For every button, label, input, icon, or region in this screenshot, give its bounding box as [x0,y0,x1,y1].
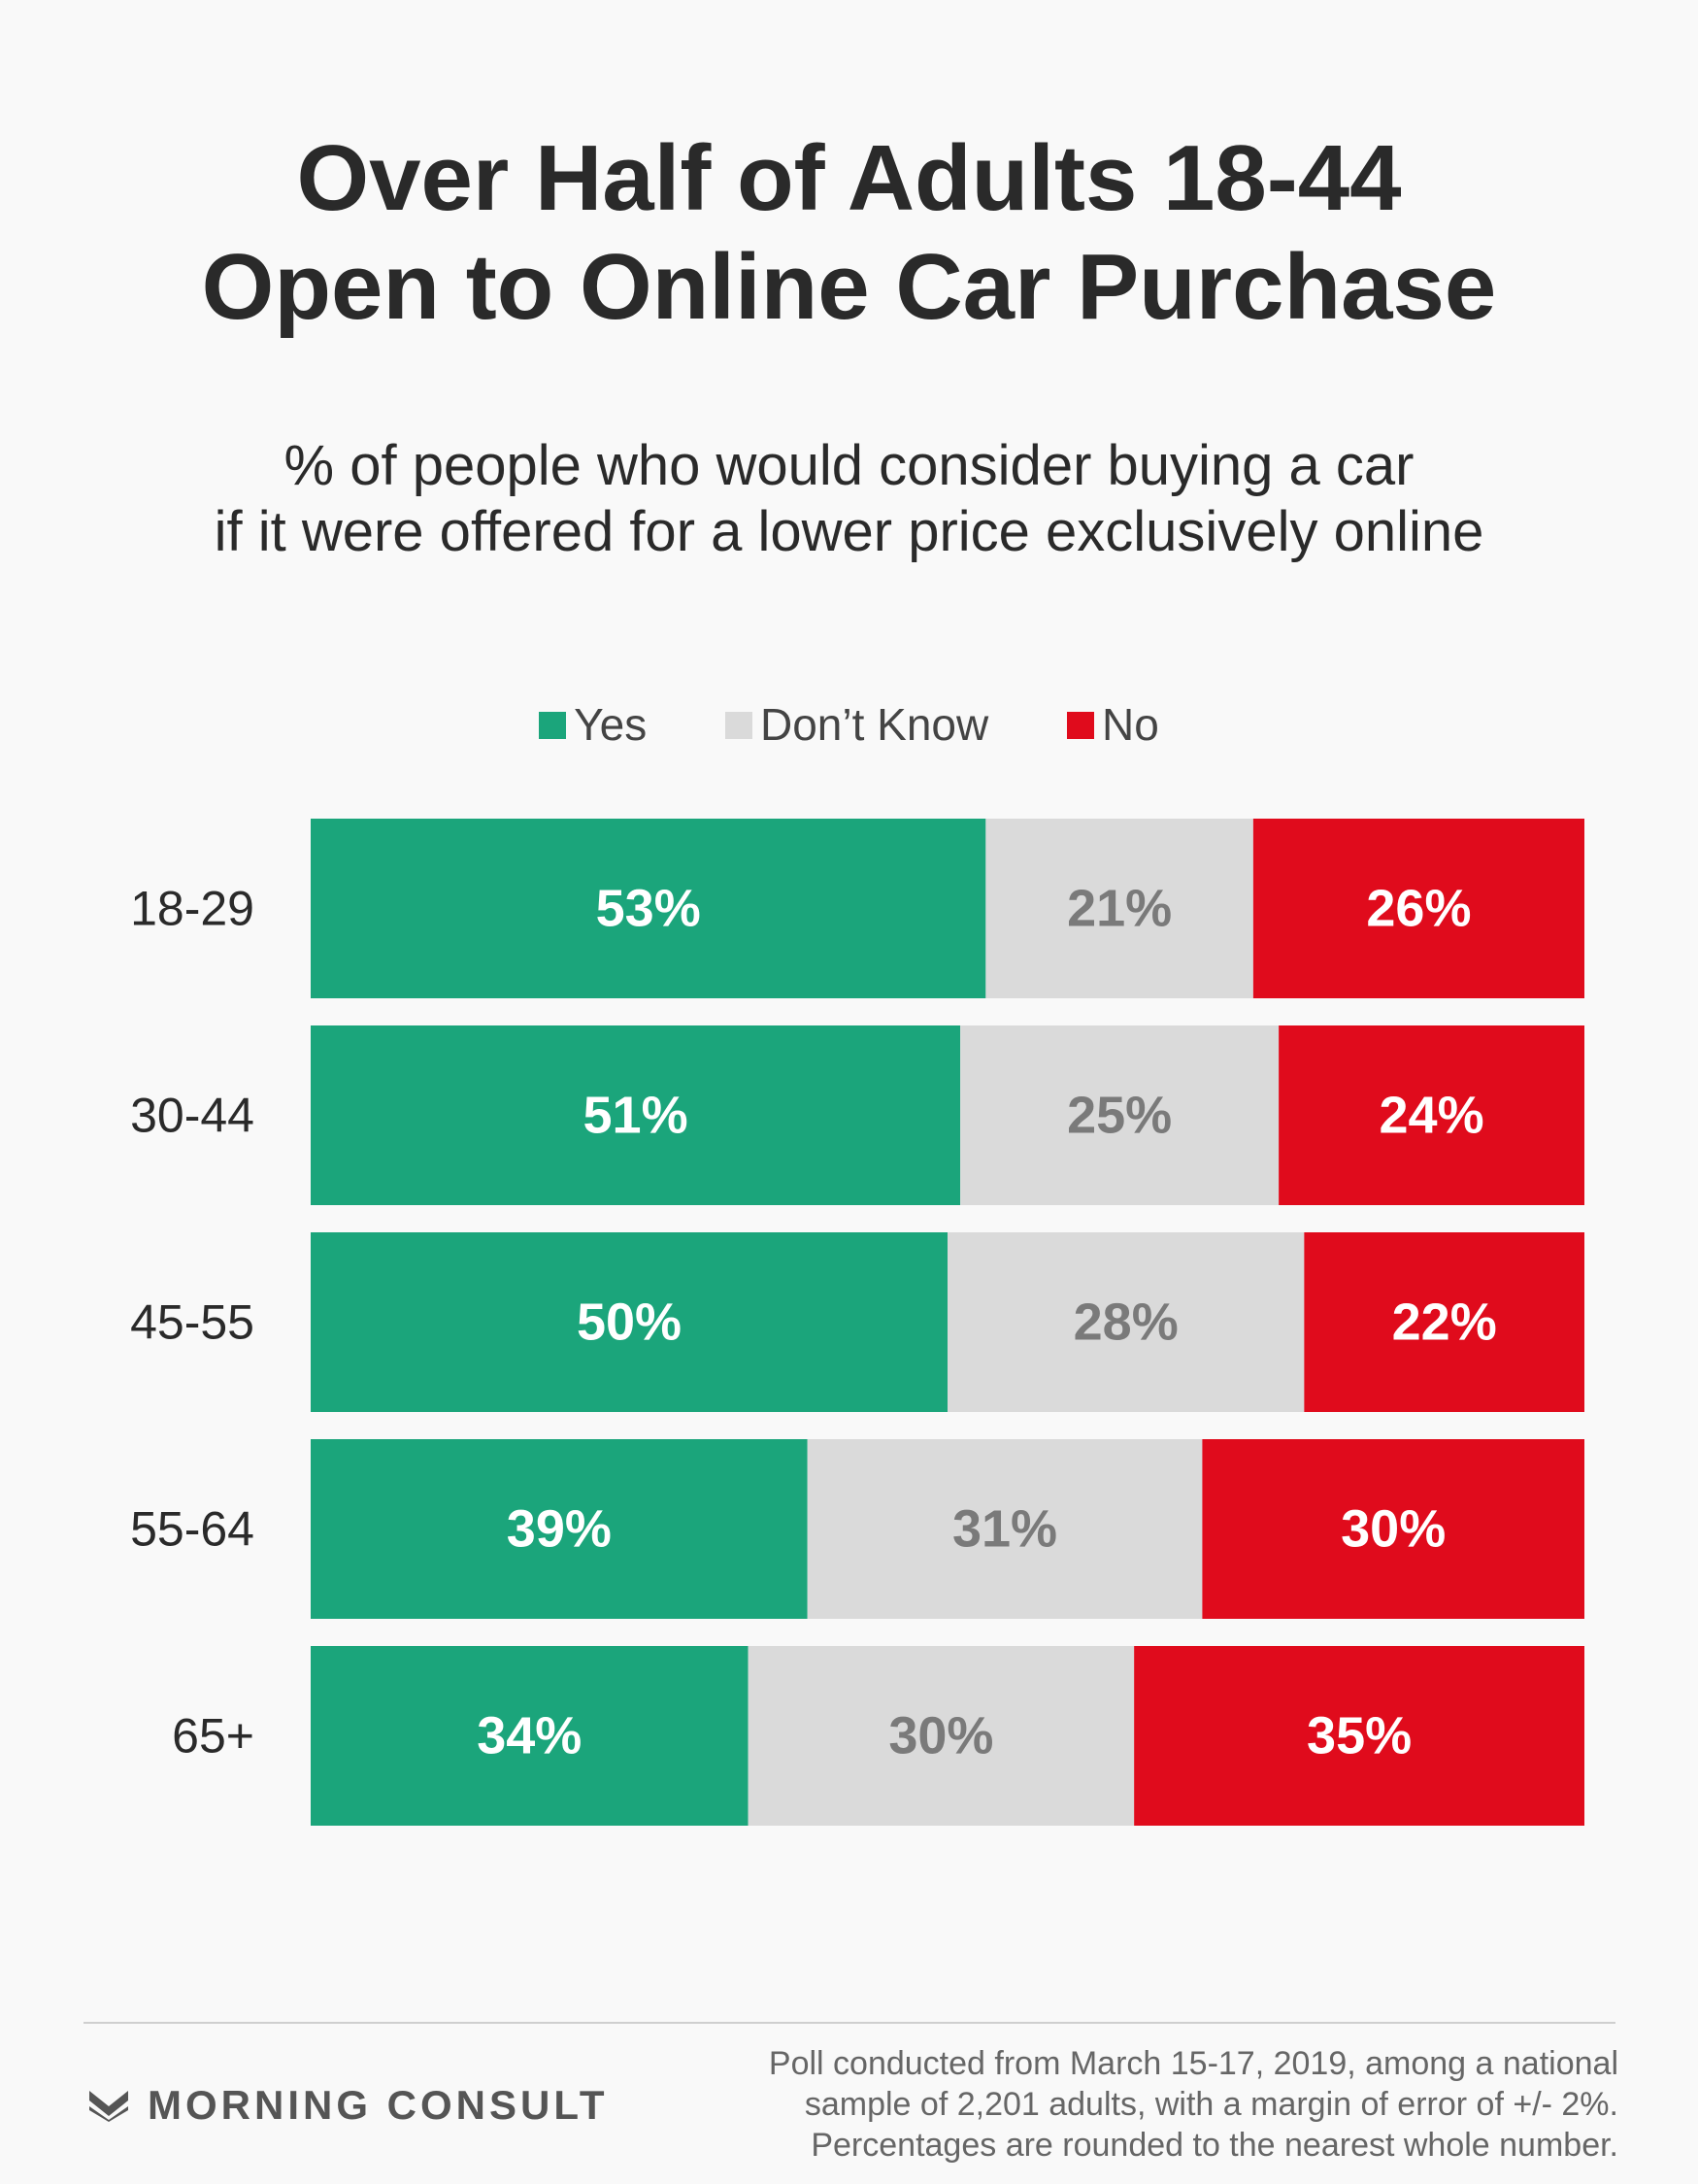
bar-segment-yes-18-29 [311,819,986,998]
legend-swatch-no [1067,711,1095,739]
data-label-no-45-55: 22% [1392,1294,1497,1352]
bar-segment-no-45-55 [1304,1232,1584,1412]
legend-item-yes: Yes [539,697,647,752]
bar-segment-yes-45-55 [311,1232,948,1412]
bar-segment-don-t-know-30-44 [960,1025,1280,1205]
legend-item-dont-know: Don’t Know [725,697,988,752]
legend-item-no: No [1067,697,1159,752]
chart-subtitle: % of people who would consider buying a … [0,433,1698,565]
data-label-yes-65: 34% [477,1707,582,1765]
bar-segment-don-t-know-65 [748,1646,1135,1826]
legend-label-dont-know: Don’t Know [760,699,989,750]
bar-segment-don-t-know-45-55 [948,1232,1305,1412]
bar-segment-yes-65 [311,1646,749,1826]
data-label-yes-30-44: 51% [583,1087,688,1145]
data-label-don-t-know-45-55: 28% [1074,1294,1179,1352]
data-label-no-18-29: 26% [1366,880,1471,938]
data-label-yes-55-64: 39% [507,1500,612,1559]
category-label-65: 65+ [172,1709,254,1764]
chart-title-line-2: Open to Online Car Purchase [201,235,1497,339]
bar-segment-don-t-know-55-64 [807,1439,1203,1619]
bar-segment-no-65 [1134,1646,1584,1826]
category-label-30-44: 30-44 [130,1089,254,1143]
data-label-yes-18-29: 53% [596,880,701,938]
chart-subtitle-line-1: % of people who would consider buying a … [283,434,1415,497]
bar-segment-no-30-44 [1279,1025,1584,1205]
bar-segment-no-55-64 [1202,1439,1584,1619]
methodology-note-line-3: Percentages are rounded to the nearest w… [811,2127,1618,2164]
data-label-don-t-know-30-44: 25% [1067,1087,1172,1145]
data-label-don-t-know-55-64: 31% [952,1500,1057,1559]
data-label-yes-45-55: 50% [577,1294,682,1352]
footer-divider [83,2022,1615,2024]
bar-segment-yes-30-44 [311,1025,961,1205]
legend-label-yes: Yes [574,699,648,750]
chart-title: Over Half of Adults 18-44 Open to Online… [0,124,1698,342]
chart-title-line-1: Over Half of Adults 18-44 [296,126,1402,230]
bar-segment-don-t-know-18-29 [985,819,1253,998]
category-label-45-55: 45-55 [130,1295,254,1350]
data-label-don-t-know-18-29: 21% [1067,880,1172,938]
data-label-don-t-know-65: 30% [888,1707,993,1765]
chart-legend: Yes Don’t Know No [0,697,1698,752]
morning-consult-logo-icon [89,2091,128,2122]
brand-name: MORNING CONSULT [148,2082,609,2128]
legend-swatch-dont-know [725,711,752,739]
legend-swatch-yes [539,711,567,739]
methodology-note-line-2: sample of 2,201 adults, with a margin of… [804,2086,1618,2123]
category-label-18-29: 18-29 [130,882,254,936]
data-label-no-65: 35% [1307,1707,1412,1765]
data-label-no-55-64: 30% [1341,1500,1446,1559]
bar-segment-no-18-29 [1252,819,1584,998]
category-label-55-64: 55-64 [130,1502,254,1557]
methodology-note-line-1: Poll conducted from March 15-17, 2019, a… [768,2045,1618,2082]
brand-logo: MORNING CONSULT [87,2081,609,2130]
bar-segment-yes-55-64 [311,1439,808,1619]
data-label-no-30-44: 24% [1380,1087,1484,1145]
methodology-note: Poll conducted from March 15-17, 2019, a… [686,2043,1618,2166]
chart-subtitle-line-2: if it were offered for a lower price exc… [214,500,1484,563]
legend-label-no: No [1102,699,1159,750]
